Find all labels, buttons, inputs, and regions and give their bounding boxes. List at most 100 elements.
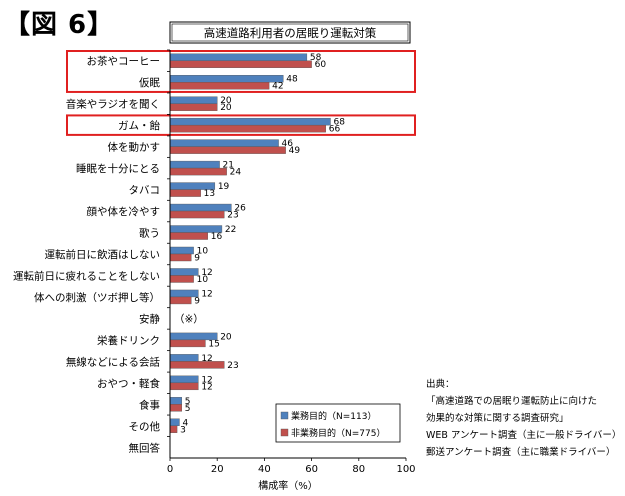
value-label: 68	[333, 118, 345, 128]
source-note: 出典： 「高速道路での居眠り運転防止に向けた 効果的な対策に関する調査研究」 W…	[426, 376, 621, 461]
value-label: 19	[218, 182, 230, 192]
value-label: 49	[289, 146, 301, 156]
source-line: 効果的な対策に関する調査研究」	[426, 413, 569, 424]
value-label: 4	[182, 418, 188, 428]
category-label: 栄養ドリンク	[97, 334, 160, 347]
source-line: 「高速道路での居眠り運転防止に向けた	[426, 396, 598, 407]
category-label: 運転前日に疲れることをしない	[13, 269, 160, 282]
bar	[169, 103, 218, 111]
value-label: 12	[201, 268, 212, 278]
annotation-label: （※）	[174, 313, 204, 325]
value-label: 5	[185, 397, 191, 407]
chart-title: 高速道路利用者の居眠り運転対策	[204, 26, 377, 40]
bar	[169, 404, 183, 412]
value-label: 48	[286, 75, 298, 85]
category-label: 食事	[139, 398, 160, 411]
value-label: 66	[329, 125, 341, 135]
x-tick-label: 0	[167, 464, 173, 475]
value-label: 23	[227, 361, 238, 371]
bar	[169, 75, 284, 83]
highlight-box	[66, 50, 416, 93]
bar	[169, 60, 312, 68]
bar	[169, 160, 220, 169]
legend-swatch	[280, 411, 289, 420]
chart-title-box: 高速道路利用者の居眠り運転対策	[169, 21, 411, 44]
bar	[169, 268, 199, 276]
category-label: 体への刺激（ツボ押し等）	[34, 291, 160, 304]
bar	[169, 210, 225, 219]
bar	[169, 253, 192, 262]
category-label: 運転前日に飲酒はしない	[45, 248, 161, 261]
category-label: 仮眠	[139, 76, 160, 89]
bar	[169, 189, 201, 197]
value-label: 26	[234, 204, 246, 214]
bar	[169, 375, 199, 384]
value-label: 20	[220, 332, 232, 342]
source-heading: 出典：	[426, 379, 455, 390]
value-label: 42	[272, 82, 283, 92]
category-label: タバコ	[129, 185, 161, 197]
value-label: 21	[223, 161, 234, 171]
value-label: 10	[197, 247, 209, 257]
bar	[169, 139, 279, 147]
bar	[169, 203, 232, 212]
highlight-box	[66, 114, 416, 136]
x-tick-label: 20	[211, 464, 224, 475]
bar	[169, 146, 286, 154]
legend-label: 非業務目的（N=775）	[291, 427, 385, 439]
figure-label: 【図 6】	[4, 10, 115, 40]
value-label: 12	[201, 375, 212, 385]
bar	[169, 82, 270, 90]
bar	[169, 232, 208, 240]
bar	[169, 124, 326, 133]
x-tick-label: 60	[305, 464, 318, 475]
x-tick-label: 40	[258, 464, 271, 475]
value-label: 46	[282, 139, 294, 149]
bar	[169, 246, 194, 255]
bar	[169, 167, 227, 176]
legend-label: 業務目的（N=113）	[291, 410, 376, 422]
bar	[169, 296, 192, 305]
category-label: 音楽やラジオを聞く	[66, 98, 160, 111]
category-label: お茶やコーヒー	[87, 55, 161, 68]
category-label: ガム・飴	[118, 119, 160, 132]
x-tick-label: 80	[352, 464, 365, 475]
bar	[169, 53, 308, 61]
bar	[169, 361, 225, 369]
bar	[169, 117, 331, 126]
bar	[169, 425, 178, 433]
bar	[169, 339, 206, 348]
value-label: 3	[180, 425, 186, 435]
value-label: 20	[220, 103, 232, 113]
value-label: 9	[194, 296, 200, 306]
value-label: 10	[197, 275, 209, 285]
bar	[169, 418, 180, 426]
category-label: 睡眠を十分にとる	[76, 162, 160, 175]
value-label: 15	[208, 339, 219, 349]
category-label: 体を動かす	[108, 141, 161, 154]
bar	[169, 96, 218, 104]
bar	[169, 354, 199, 362]
legend-swatch	[280, 428, 289, 437]
category-label: 無回答	[129, 441, 161, 454]
value-label: 60	[315, 60, 327, 70]
value-label: 16	[211, 232, 223, 242]
value-label: 12	[201, 382, 212, 392]
value-label: 58	[310, 53, 322, 63]
category-label: 安静	[139, 312, 160, 325]
source-line: 郵送アンケート調査（主に職業ドライバー）	[426, 447, 616, 458]
bar	[169, 397, 183, 405]
category-label: 顔や体を冷やす	[87, 205, 161, 218]
value-label: 5	[185, 404, 191, 414]
value-label: 13	[204, 189, 215, 199]
x-axis-title: 構成率（%）	[258, 479, 318, 492]
value-label: 23	[227, 211, 238, 221]
value-label: 12	[201, 354, 212, 364]
legend-box	[275, 403, 401, 443]
value-label: 9	[194, 254, 200, 264]
value-label: 24	[230, 168, 242, 178]
category-label: 無線などによる会話	[66, 355, 161, 368]
bar	[169, 382, 199, 391]
value-label: 20	[220, 96, 232, 106]
